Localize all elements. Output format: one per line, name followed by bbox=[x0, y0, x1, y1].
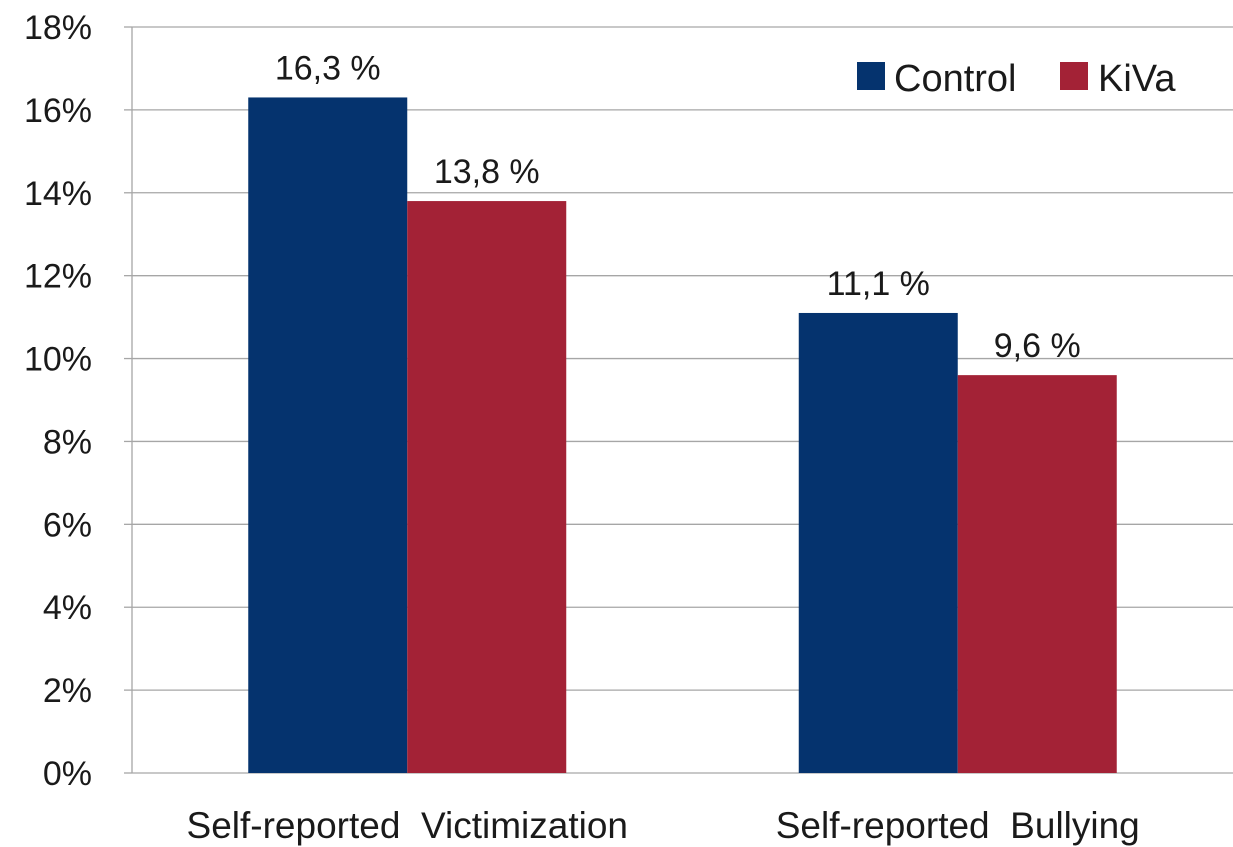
y-tick-label: 6% bbox=[43, 506, 92, 544]
y-tick-label: 0% bbox=[43, 755, 92, 793]
y-tick-label: 18% bbox=[24, 9, 92, 47]
data-label: 9,6 % bbox=[994, 327, 1081, 365]
legend-swatch-kiva bbox=[1060, 62, 1088, 90]
data-label: 13,8 % bbox=[434, 153, 540, 191]
legend: Control KiVa bbox=[857, 58, 1176, 100]
data-label: 16,3 % bbox=[275, 49, 381, 87]
legend-swatch-control bbox=[857, 62, 885, 90]
bar-kiva-0 bbox=[407, 201, 567, 774]
y-tick-label: 4% bbox=[43, 589, 92, 627]
y-tick-labels: 0% 2% 4% 6% 8% 10% 12% 14% 16% 18% bbox=[24, 9, 92, 793]
category-labels: Self-reported Victimization Self-reported… bbox=[187, 805, 1140, 846]
category-label: Self-reported Victimization bbox=[187, 805, 628, 846]
y-tick-label: 14% bbox=[24, 175, 92, 213]
bar-kiva-1 bbox=[957, 375, 1117, 773]
data-label: 11,1 % bbox=[827, 265, 930, 303]
y-tick-label: 2% bbox=[43, 672, 92, 710]
y-tick-label: 8% bbox=[43, 423, 92, 461]
y-tick-label: 12% bbox=[24, 258, 92, 296]
category-label: Self-reported Bullying bbox=[776, 805, 1140, 846]
bar-control-0 bbox=[248, 97, 408, 773]
bars bbox=[248, 97, 1117, 774]
y-tick-label: 10% bbox=[24, 341, 92, 379]
data-labels: 16,3 % 13,8 % 11,1 % 9,6 % bbox=[275, 49, 1081, 365]
legend-label-control: Control bbox=[894, 58, 1017, 100]
bar-control-1 bbox=[798, 312, 958, 773]
y-tick-label: 16% bbox=[24, 92, 92, 130]
legend-label-kiva: KiVa bbox=[1098, 58, 1176, 100]
